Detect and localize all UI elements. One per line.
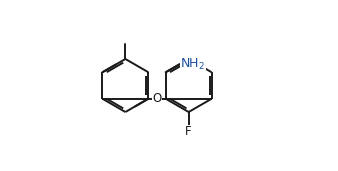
Text: O: O (152, 92, 162, 105)
Text: NH$_2$: NH$_2$ (180, 57, 206, 72)
Text: F: F (185, 125, 192, 138)
